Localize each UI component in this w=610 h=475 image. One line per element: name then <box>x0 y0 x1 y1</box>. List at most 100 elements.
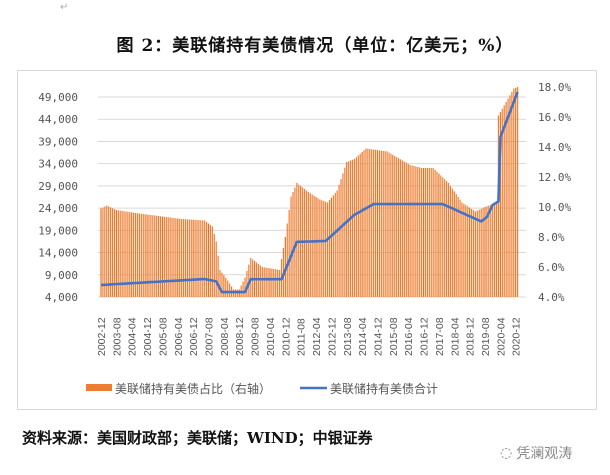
bar <box>497 115 500 297</box>
bar <box>152 215 154 297</box>
bar <box>382 150 384 297</box>
x-tick-label: 2014-04 <box>357 317 369 356</box>
bar <box>472 210 475 297</box>
bar <box>363 150 365 297</box>
bar <box>415 166 417 297</box>
bar <box>486 206 488 297</box>
figure-title: 图 2：美联储持有美债情况（单位：亿美元；%） <box>116 36 514 56</box>
bar <box>353 159 356 297</box>
bar <box>294 187 296 297</box>
bar <box>417 167 419 297</box>
watermark: ◌ 凭澜观涛 <box>500 443 572 463</box>
bar <box>115 210 117 297</box>
bar <box>476 210 478 297</box>
bar <box>263 267 265 297</box>
bar <box>311 194 313 297</box>
bar <box>156 215 158 297</box>
bar <box>100 208 102 297</box>
bar <box>144 214 146 297</box>
left-tick-label: 19,000 <box>38 224 78 237</box>
bar <box>499 112 501 297</box>
bar <box>503 105 505 297</box>
x-tick-label: 2006-12 <box>188 317 200 356</box>
bar <box>123 211 125 297</box>
x-tick-label: 2013-08 <box>342 317 354 356</box>
bar <box>355 157 357 297</box>
bar <box>206 222 208 297</box>
bar <box>131 212 133 297</box>
watermark-text: 凭澜观涛 <box>516 446 573 462</box>
chart-frame <box>17 70 597 410</box>
bar <box>211 226 213 297</box>
bar <box>221 272 223 297</box>
bar <box>125 211 127 297</box>
x-tick-label: 2016-04 <box>403 317 415 356</box>
bar <box>121 210 123 297</box>
x-tick-label: 2002-12 <box>96 317 108 356</box>
legend-label-total: 美联储持有美债合计 <box>330 381 438 396</box>
bar <box>378 150 380 297</box>
bar <box>401 160 404 297</box>
bar <box>332 195 334 297</box>
bar <box>328 200 331 297</box>
left-tick-label: 4,000 <box>45 291 78 304</box>
bar <box>480 208 482 297</box>
bar <box>325 201 327 297</box>
bar <box>359 153 361 297</box>
bar <box>154 215 156 297</box>
bar <box>267 268 269 297</box>
bar <box>196 220 198 297</box>
bar <box>138 213 140 297</box>
bar <box>106 205 108 297</box>
bar <box>507 98 509 297</box>
left-tick-label: 14,000 <box>38 247 78 260</box>
bar <box>392 154 394 297</box>
bar <box>273 269 275 297</box>
bar <box>373 149 375 297</box>
bar <box>463 203 465 297</box>
source-note: 资料来源：美国财政部；美联储；WIND；中银证券 <box>22 429 373 447</box>
bar <box>338 184 340 297</box>
bar <box>380 150 382 297</box>
bar <box>286 223 288 297</box>
bar <box>407 163 409 297</box>
x-tick-label: 2004-04 <box>127 317 139 356</box>
bar <box>453 191 455 297</box>
left-tick-label: 44,000 <box>38 113 78 126</box>
left-tick-label: 39,000 <box>38 135 78 148</box>
bar <box>436 171 438 297</box>
bar <box>451 188 453 297</box>
bar <box>459 199 461 297</box>
bar <box>461 202 463 297</box>
bar <box>163 216 165 297</box>
bar <box>246 271 248 297</box>
bar <box>173 218 175 297</box>
bar <box>175 218 177 297</box>
bar <box>181 219 183 297</box>
bar <box>296 183 298 297</box>
bar <box>250 258 252 297</box>
bar <box>169 217 171 297</box>
bar <box>136 213 139 297</box>
bar <box>213 234 215 297</box>
bar <box>182 219 185 297</box>
x-tick-label: 2005-08 <box>157 317 169 356</box>
x-tick-label: 2016-12 <box>419 317 431 356</box>
bar <box>342 173 344 297</box>
bar <box>405 162 407 297</box>
bar <box>511 91 513 297</box>
bar <box>288 210 290 297</box>
bar <box>346 162 348 297</box>
bar <box>484 207 486 297</box>
bar <box>219 270 221 297</box>
bar <box>202 220 204 297</box>
bar <box>313 195 315 297</box>
bar <box>350 160 352 297</box>
x-tick-label: 2017-08 <box>434 317 446 356</box>
bar <box>428 168 430 297</box>
bar <box>290 196 292 297</box>
bar <box>275 269 277 297</box>
bar <box>242 281 244 297</box>
bar <box>207 223 210 297</box>
